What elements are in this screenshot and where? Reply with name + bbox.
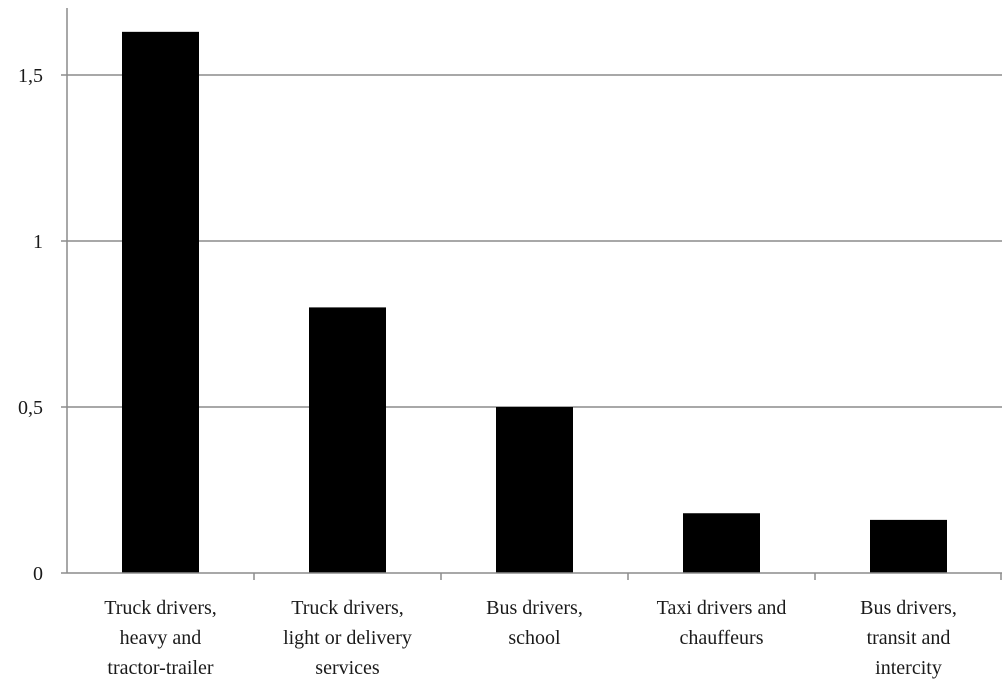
x-category-label: Bus drivers, transit and intercity xyxy=(860,597,957,679)
y-tick-label: 1,5 xyxy=(18,65,43,87)
gridlines xyxy=(67,74,1002,408)
bar xyxy=(870,519,947,573)
bar xyxy=(122,31,199,573)
x-category-label: Truck drivers, light or delivery services xyxy=(283,597,412,679)
bar xyxy=(309,307,386,573)
x-category-label: Taxi drivers and chauffeurs xyxy=(657,597,787,649)
x-category-label: Truck drivers, heavy and tractor-trailer xyxy=(104,597,217,679)
bar xyxy=(496,407,573,573)
bars xyxy=(122,31,947,573)
y-axis-ticks: 0 0,5 1 1,5 xyxy=(18,65,67,585)
y-tick-label: 0,5 xyxy=(18,397,43,419)
bar xyxy=(683,513,760,573)
axes xyxy=(66,8,1002,580)
y-tick-label: 0 xyxy=(33,563,43,585)
x-category-label: Bus drivers, school xyxy=(486,597,583,649)
x-axis-labels: Truck drivers, heavy and tractor-trailer Tr… xyxy=(104,597,957,679)
y-tick-label: 1 xyxy=(33,231,43,253)
